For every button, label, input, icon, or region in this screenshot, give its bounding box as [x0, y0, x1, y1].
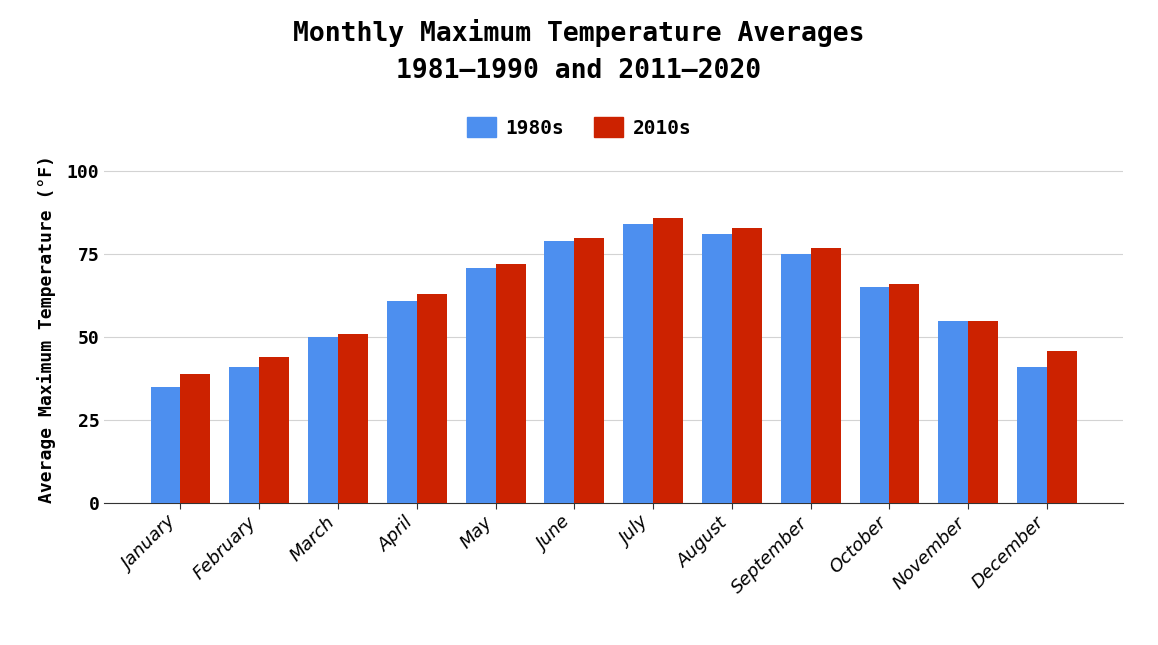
- Bar: [259, 357, 290, 503]
- Bar: [623, 224, 653, 503]
- Bar: [181, 373, 211, 503]
- Bar: [702, 234, 732, 503]
- Bar: [151, 387, 181, 503]
- Bar: [338, 334, 368, 503]
- Bar: [574, 238, 604, 503]
- Bar: [732, 228, 762, 503]
- Bar: [889, 284, 919, 503]
- Bar: [417, 294, 447, 503]
- Bar: [466, 268, 496, 503]
- Bar: [1017, 367, 1047, 503]
- Bar: [496, 264, 526, 503]
- Bar: [387, 301, 417, 503]
- Bar: [308, 337, 338, 503]
- Text: Monthly Maximum Temperature Averages: Monthly Maximum Temperature Averages: [293, 19, 865, 47]
- Bar: [968, 321, 998, 503]
- Bar: [544, 241, 574, 503]
- Bar: [229, 367, 259, 503]
- Bar: [811, 248, 841, 503]
- Y-axis label: Average Maximum Temperature (°F): Average Maximum Temperature (°F): [37, 155, 56, 503]
- Bar: [938, 321, 968, 503]
- Bar: [859, 288, 889, 503]
- Bar: [1047, 350, 1077, 503]
- Bar: [780, 254, 811, 503]
- Bar: [653, 218, 683, 503]
- Text: 1981–1990 and 2011–2020: 1981–1990 and 2011–2020: [396, 58, 762, 84]
- Legend: 1980s, 2010s: 1980s, 2010s: [459, 110, 699, 146]
